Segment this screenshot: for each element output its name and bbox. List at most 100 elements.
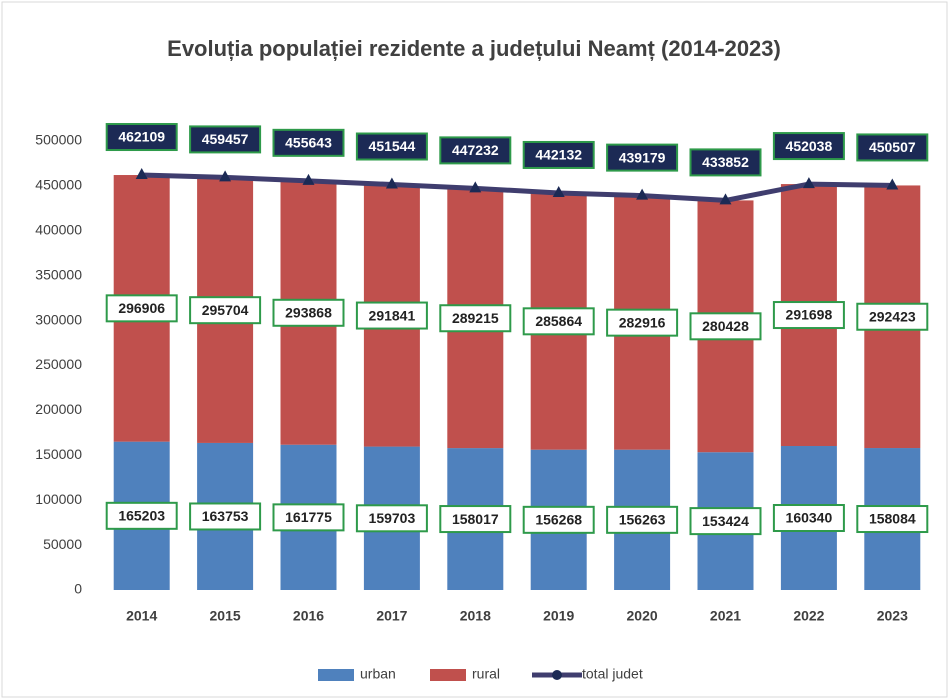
data-label-box <box>272 298 345 327</box>
data-label-box <box>189 296 262 325</box>
data-label: 161775 <box>285 509 332 525</box>
line-marker <box>636 188 649 200</box>
data-label-box <box>439 304 512 333</box>
data-label-box <box>689 312 762 341</box>
chart-title: Evoluția populației rezidente a județulu… <box>167 36 781 61</box>
data-label-box <box>689 507 762 536</box>
line-marker <box>719 193 732 205</box>
line-marker <box>302 173 315 185</box>
data-label-box <box>772 132 845 161</box>
legend-swatch <box>318 669 354 681</box>
line-marker <box>552 185 565 197</box>
data-label-box <box>355 132 428 161</box>
total-line <box>141 172 893 203</box>
data-label: 160340 <box>786 510 833 526</box>
line-marker <box>219 170 232 182</box>
data-label-box <box>606 143 679 172</box>
line-marker <box>135 168 148 180</box>
data-label-box <box>439 136 512 165</box>
legend-swatch <box>430 669 466 681</box>
data-label-box <box>272 503 345 532</box>
x-tick-label: 2021 <box>710 608 741 624</box>
x-tick-label: 2014 <box>126 608 157 624</box>
data-label: 439179 <box>619 149 666 165</box>
legend-label: urban <box>360 666 396 682</box>
y-tick-label: 250000 <box>35 356 82 372</box>
data-label: 433852 <box>702 154 749 170</box>
y-tick-label: 50000 <box>43 536 82 552</box>
legend-label: rural <box>472 666 500 682</box>
data-label: 296906 <box>118 300 165 316</box>
x-tick-label: 2020 <box>627 608 658 624</box>
data-label: 459457 <box>202 131 249 147</box>
data-label: 159703 <box>369 510 416 526</box>
data-label: 291698 <box>786 307 833 323</box>
x-tick-label: 2023 <box>877 608 908 624</box>
data-label: 163753 <box>202 508 249 524</box>
x-tick-label: 2022 <box>793 608 824 624</box>
data-label-box <box>856 133 929 162</box>
y-tick-label: 350000 <box>35 266 82 282</box>
line-marker <box>469 181 482 193</box>
y-tick-label: 100000 <box>35 491 82 507</box>
data-label: 292423 <box>869 308 916 324</box>
data-label-box <box>105 294 178 323</box>
data-label: 280428 <box>702 318 749 334</box>
y-tick-label: 200000 <box>35 401 82 417</box>
data-label: 291841 <box>369 307 416 323</box>
data-label-box <box>606 505 679 534</box>
y-tick-label: 150000 <box>35 446 82 462</box>
data-label: 295704 <box>202 302 249 318</box>
data-label: 455643 <box>285 135 332 151</box>
data-label-box <box>856 505 929 534</box>
data-label: 462109 <box>118 129 165 145</box>
data-label: 447232 <box>452 142 499 158</box>
x-tick-label: 2018 <box>460 608 491 624</box>
x-tick-label: 2017 <box>376 608 407 624</box>
y-tick-label: 500000 <box>35 132 82 148</box>
data-label: 156263 <box>619 512 666 528</box>
data-label: 153424 <box>702 513 749 529</box>
x-tick-label: 2016 <box>293 608 324 624</box>
data-label: 293868 <box>285 304 332 320</box>
data-label: 442132 <box>535 147 582 163</box>
data-label-box <box>522 505 595 534</box>
y-tick-label: 300000 <box>35 311 82 327</box>
legend-label: total judet <box>582 666 643 682</box>
data-label: 285864 <box>535 313 582 329</box>
data-label: 156268 <box>535 512 582 528</box>
line-marker <box>886 178 899 190</box>
data-label-box <box>772 301 845 330</box>
line-marker <box>385 177 398 189</box>
y-tick-label: 0 <box>74 581 82 597</box>
data-label-box <box>355 504 428 533</box>
x-tick-label: 2015 <box>210 608 241 624</box>
data-label-box <box>689 148 762 177</box>
y-tick-label: 450000 <box>35 177 82 193</box>
y-tick-label: 400000 <box>35 222 82 238</box>
data-label-box <box>522 307 595 336</box>
data-label-box <box>105 501 178 530</box>
data-label: 158084 <box>869 511 916 527</box>
data-label: 451544 <box>369 138 416 154</box>
data-label-box <box>772 504 845 533</box>
data-label-box <box>272 128 345 157</box>
data-label-box <box>355 301 428 330</box>
data-label-box <box>439 505 512 534</box>
data-label-box <box>189 125 262 154</box>
data-label: 282916 <box>619 314 666 330</box>
data-label-box <box>856 302 929 331</box>
x-tick-label: 2019 <box>543 608 574 624</box>
data-label-box <box>606 308 679 337</box>
data-label: 165203 <box>118 508 165 524</box>
data-label: 158017 <box>452 511 499 527</box>
line-marker <box>802 177 815 189</box>
data-label-box <box>522 140 595 169</box>
data-label: 450507 <box>869 139 916 155</box>
data-label-box <box>105 123 178 152</box>
legend-marker <box>552 670 562 680</box>
data-label: 452038 <box>786 138 833 154</box>
data-label: 289215 <box>452 310 499 326</box>
data-label-box <box>189 502 262 531</box>
